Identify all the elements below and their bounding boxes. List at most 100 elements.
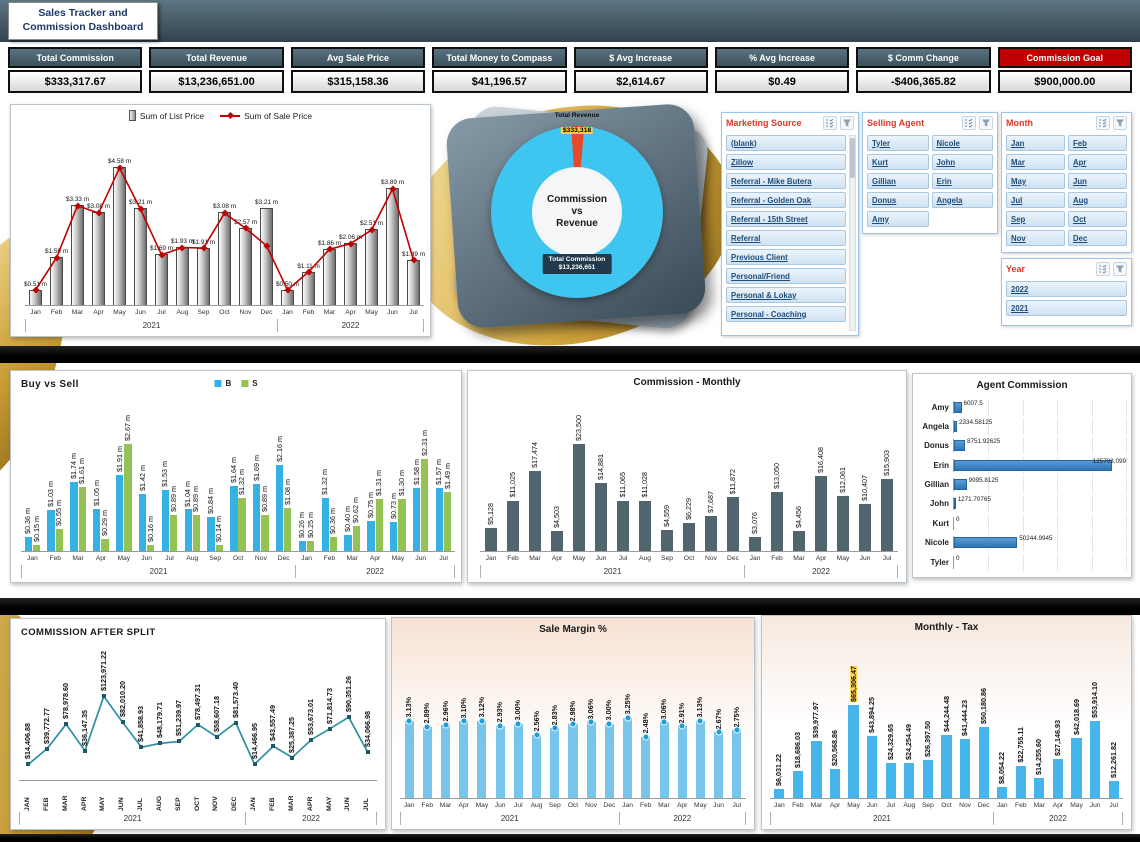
- bar: [238, 498, 246, 551]
- month-label: Apr: [829, 802, 841, 809]
- line-marker: [309, 737, 314, 742]
- year-label: 2021: [21, 565, 295, 578]
- month-item-jan[interactable]: Jan: [1006, 135, 1065, 151]
- line-marker: [139, 745, 144, 750]
- marketing-source-item-referral-golden-oak[interactable]: Referral - Golden Oak: [726, 192, 846, 208]
- bar: [495, 725, 505, 798]
- clear-filter-icon[interactable]: [979, 116, 993, 130]
- selling-agent-item-angela[interactable]: Angela: [931, 192, 993, 208]
- gridline: [1126, 437, 1127, 455]
- section-divider: [0, 346, 1140, 363]
- month-item-may[interactable]: May: [1006, 173, 1065, 189]
- dashboard-title-line2: Commission Dashboard: [22, 21, 144, 33]
- bar: [770, 491, 784, 551]
- selling-agent-item-erin[interactable]: Erin: [931, 173, 993, 189]
- gridline: [1126, 398, 1127, 416]
- agent-row-nicole: Nicole 50244.9945: [921, 534, 1127, 552]
- month-label: Jun: [387, 309, 398, 316]
- selling-agent-item-john[interactable]: John: [931, 154, 993, 170]
- month-item-jul[interactable]: Jul: [1006, 192, 1065, 208]
- marketing-source-item-referral-mike-butera[interactable]: Referral - Mike Butera: [726, 173, 846, 189]
- bar: [352, 526, 360, 551]
- selling-agent-item-tyler[interactable]: Tyler: [867, 135, 929, 151]
- month-item-jun[interactable]: Jun: [1068, 173, 1127, 189]
- month-label: Jul: [886, 802, 896, 809]
- month-label: Nov: [705, 555, 717, 562]
- bar-label: 3.06%: [586, 698, 596, 720]
- multi-select-icon[interactable]: [1096, 262, 1110, 276]
- multi-select-icon[interactable]: [823, 116, 837, 130]
- month-label: Jul: [618, 555, 628, 562]
- scrollbar-thumb[interactable]: [850, 138, 855, 178]
- donut-center-label: Commission vs Revenue: [532, 167, 622, 257]
- month-label: May: [391, 555, 405, 562]
- month-label: MAR: [57, 781, 76, 811]
- month-item-nov[interactable]: Nov: [1006, 230, 1065, 246]
- month-label: Mar: [793, 555, 805, 562]
- bar: [147, 544, 155, 551]
- month-label: Sep: [661, 555, 673, 562]
- marketing-source-item-personal-lokay[interactable]: Personal & Lokay: [726, 287, 846, 303]
- agent-bar-area: 8751.92625: [953, 437, 1127, 455]
- line-marker: [252, 762, 257, 767]
- marketing-source-item-previous-client[interactable]: Previous Client: [726, 249, 846, 265]
- agent-name-label: Gillian: [924, 480, 949, 489]
- year-label: 2021: [19, 812, 245, 825]
- month-label: Mar: [346, 555, 358, 562]
- marketing-source-item-referral[interactable]: Referral: [726, 230, 846, 246]
- month-item-apr[interactable]: Apr: [1068, 154, 1127, 170]
- gridline: [1022, 476, 1024, 493]
- year-item-2022[interactable]: 2022: [1006, 281, 1127, 297]
- month-label: Mar: [810, 802, 823, 809]
- marketing-source-item-blank[interactable]: (blank): [726, 135, 846, 151]
- year-item-2021[interactable]: 2021: [1006, 300, 1127, 316]
- month-label: Nov: [239, 309, 252, 316]
- bar-label: $20,568.86: [830, 729, 840, 766]
- slicer-scrollbar[interactable]: [849, 135, 856, 331]
- month-item-feb[interactable]: Feb: [1068, 135, 1127, 151]
- month-item-mar[interactable]: Mar: [1006, 154, 1065, 170]
- month-label: Mar: [323, 309, 336, 316]
- list-vs-sale-panel: Sum of List Price Sum of Sale Price $0.51…: [10, 104, 431, 337]
- bar: [641, 736, 651, 798]
- multi-select-icon[interactable]: [962, 116, 976, 130]
- multi-select-icon[interactable]: [1096, 116, 1110, 130]
- year-label: 2022: [618, 812, 746, 825]
- month-label: Jun: [859, 555, 871, 562]
- bar-label: $2.51 m: [359, 220, 384, 228]
- clear-filter-icon[interactable]: [1113, 116, 1127, 130]
- slicer-title: Selling Agent: [867, 118, 925, 128]
- marketing-source-item-zillow[interactable]: Zillow: [726, 154, 846, 170]
- selling-agent-item-donus[interactable]: Donus: [867, 192, 929, 208]
- month-item-sep[interactable]: Sep: [1006, 211, 1065, 227]
- marketing-source-item-referral-15th-street[interactable]: Referral - 15th Street: [726, 211, 846, 227]
- bar-label: $0.26 m: [297, 511, 307, 538]
- donut-center-text: Revenue: [556, 218, 598, 229]
- month-label: Apr: [458, 802, 469, 809]
- marketing-source-item-personal-friend[interactable]: Personal/Friend: [726, 268, 846, 284]
- month-label: Jan: [485, 555, 497, 562]
- bar-label: $1.57 m: [434, 459, 444, 486]
- selling-agent-item-nicole[interactable]: Nicole: [931, 135, 993, 151]
- selling-agent-item-gillian[interactable]: Gillian: [867, 173, 929, 189]
- bar-label: $1.91 m: [191, 238, 216, 246]
- bar: [904, 763, 915, 798]
- clear-filter-icon[interactable]: [840, 116, 854, 130]
- gridline: [1126, 514, 1127, 532]
- month-item-oct[interactable]: Oct: [1068, 211, 1127, 227]
- month-item-aug[interactable]: Aug: [1068, 192, 1127, 208]
- agent-value-label: 125703.099: [1092, 457, 1126, 465]
- marketing-source-item-personal-coaching[interactable]: Personal - Coaching: [726, 306, 846, 322]
- selling-agent-item-kurt[interactable]: Kurt: [867, 154, 929, 170]
- legend-series-b: B: [214, 379, 231, 388]
- clear-filter-icon[interactable]: [1113, 262, 1127, 276]
- month-label: APR: [76, 781, 95, 811]
- month-label: Jan: [30, 309, 41, 316]
- month-item-dec[interactable]: Dec: [1068, 230, 1127, 246]
- gridline: [1091, 398, 1093, 416]
- kpi-value: $41,196.57: [432, 70, 567, 93]
- agent-name-label: Nicole: [924, 538, 949, 548]
- kpi-row: Total Commission $333,317.67 Total Revenue…: [8, 47, 1132, 95]
- bar: [858, 503, 872, 551]
- selling-agent-item-amy[interactable]: Amy: [867, 211, 929, 227]
